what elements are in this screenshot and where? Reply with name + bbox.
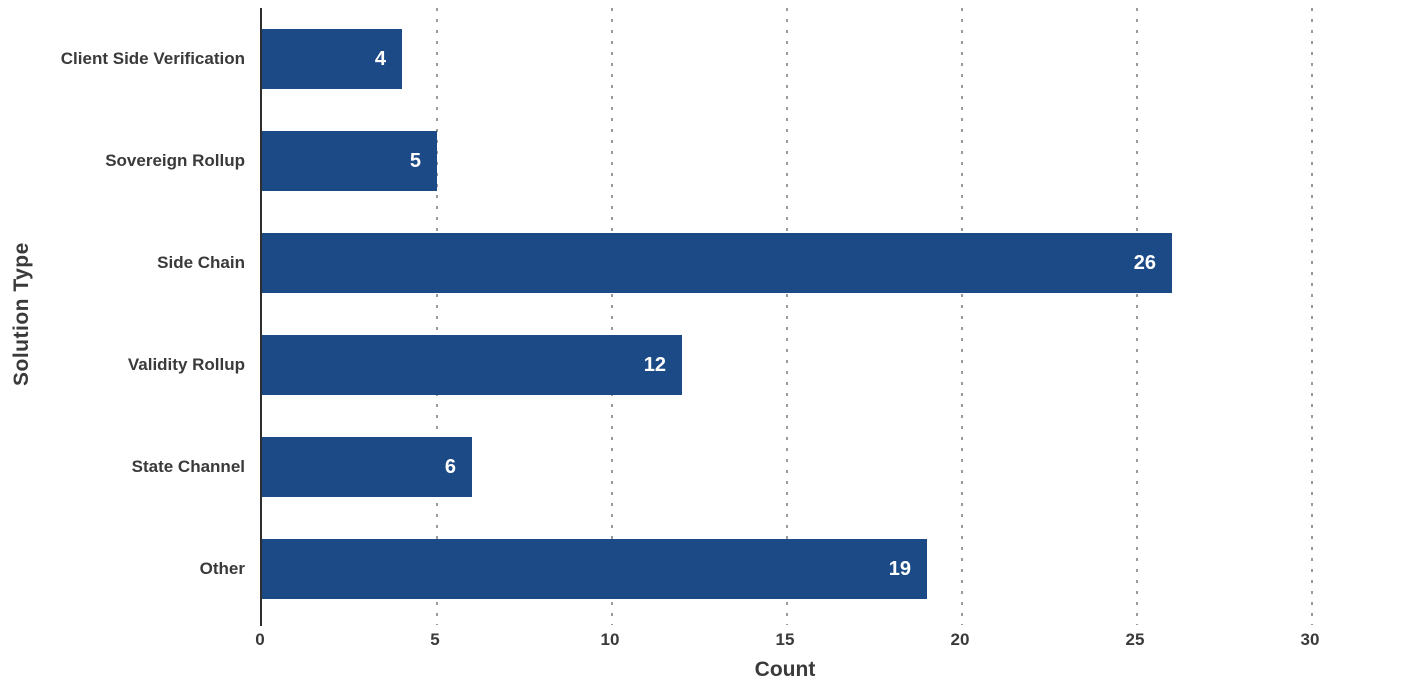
bar: 19	[262, 539, 927, 599]
category-label: Validity Rollup	[127, 355, 245, 374]
gridline-10	[610, 8, 613, 625]
category-label: Client Side Verification	[60, 49, 245, 68]
bar-value-label: 4	[374, 47, 386, 70]
plot-area: 4 5 26 12 6 19	[260, 8, 1397, 626]
category-label: State Channel	[131, 457, 245, 476]
category-labels: Client Side Verification Sovereign Rollup…	[0, 8, 245, 620]
bar-value-label: 12	[643, 353, 666, 376]
gridline-5	[435, 8, 438, 625]
category-label: Other	[199, 559, 245, 578]
x-tick-label-20: 20	[950, 630, 970, 649]
bar-value-label: 5	[409, 149, 421, 172]
bar-value-label: 6	[444, 455, 456, 478]
gridline-30	[1310, 8, 1313, 625]
axis-origin-tick	[260, 620, 262, 626]
bar: 12	[262, 335, 682, 395]
x-tick-label-15: 15	[775, 630, 795, 649]
x-tick-label-10: 10	[600, 630, 620, 649]
category-label: Sovereign Rollup	[105, 151, 245, 170]
x-tick-label-5: 5	[430, 630, 440, 649]
x-tick-label-30: 30	[1300, 630, 1320, 649]
gridline-15	[785, 8, 788, 625]
category-label: Side Chain	[157, 253, 245, 272]
bar: 26	[262, 233, 1172, 293]
x-axis-label: Count	[754, 658, 816, 681]
x-axis-ticks: 0 5 10 15 20 25 30	[255, 630, 1395, 654]
bar: 5	[262, 131, 437, 191]
bar-value-label: 19	[888, 557, 911, 580]
x-tick-label-25: 25	[1125, 630, 1145, 649]
gridline-20	[960, 8, 963, 625]
gridline-25	[1135, 8, 1138, 625]
bar: 4	[262, 29, 402, 89]
x-tick-label-0: 0	[255, 630, 265, 649]
bar-value-label: 26	[1133, 251, 1156, 274]
bar: 6	[262, 437, 472, 497]
